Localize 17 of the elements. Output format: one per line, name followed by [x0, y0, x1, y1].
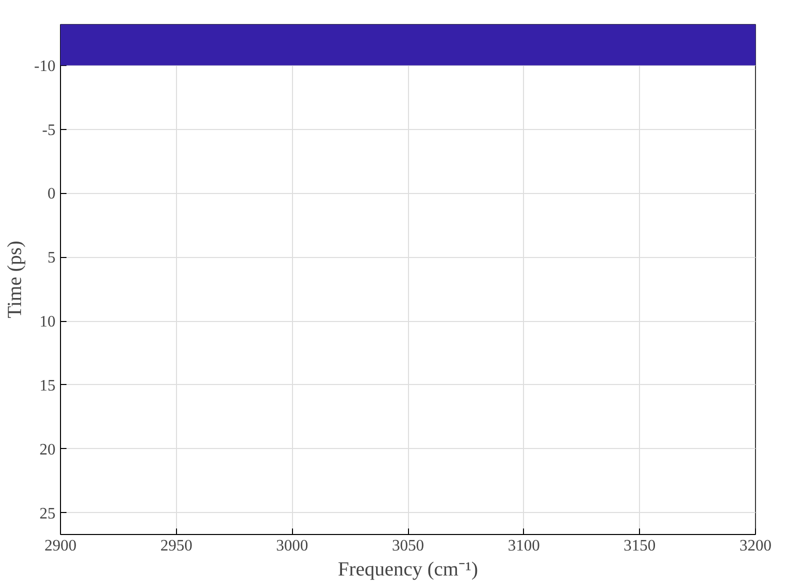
y-tick-label: -5	[42, 122, 56, 139]
x-tick-label: 3200	[740, 538, 772, 554]
y-tick-label: 0	[48, 186, 56, 203]
y-axis-title: Time (ps)	[4, 240, 26, 318]
x-tick-label: 3100	[508, 538, 540, 554]
y-tick-label: 5	[48, 250, 56, 267]
y-tick-label: 20	[40, 441, 56, 458]
x-tick-label: 3150	[624, 538, 656, 554]
x-tick-label: 3050	[392, 538, 424, 554]
y-tick-label: 15	[40, 377, 56, 394]
y-tick-label: 10	[40, 314, 56, 331]
x-tick-label: 3000	[276, 538, 308, 554]
x-tick-label: 2900	[44, 538, 76, 554]
y-tick-label: 25	[40, 505, 56, 522]
y-tick-label: -10	[34, 58, 56, 75]
x-axis-title: Frequency (cm⁻¹)	[338, 558, 478, 580]
x-tick-label: 2950	[160, 538, 192, 554]
